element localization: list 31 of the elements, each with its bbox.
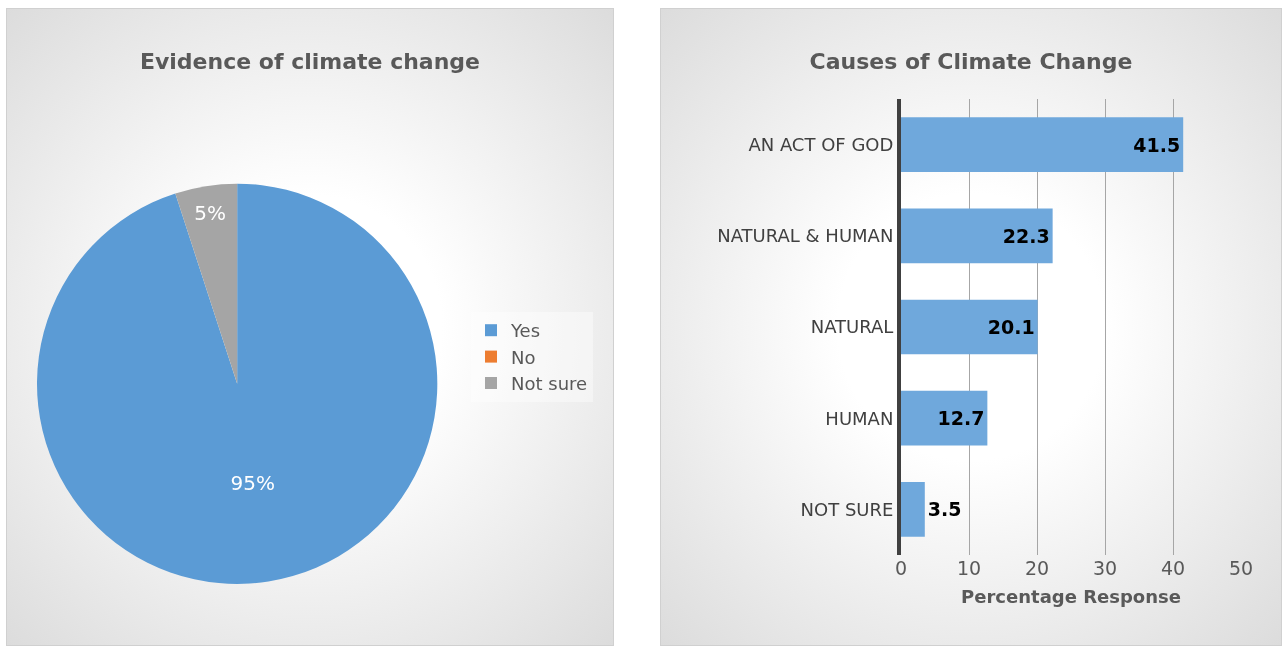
data-label: 20.1 [987,316,1035,338]
x-axis-title: Percentage Response [961,586,1181,608]
bar [901,117,1184,172]
data-label: 5% [194,200,226,225]
data-label: 22.3 [1002,224,1050,247]
y-tick-label: NATURAL [810,316,894,338]
bar [901,482,925,537]
bar [901,299,1038,355]
y-tick-label: NATURAL & HUMAN [717,225,894,247]
legend-label: Yes [510,320,541,342]
legend-label: Not sure [511,373,588,395]
data-label: 12.7 [937,407,985,430]
data-label: 41.5 [1133,133,1181,156]
chart-title: Evidence of climate change [139,48,481,74]
legend-label: No [511,346,536,368]
data-label: 95% [230,470,276,495]
x-tick-label: 0 [894,557,908,579]
y-tick-label: HUMAN [825,407,894,429]
bar [901,208,1053,264]
x-tick-label: 30 [1092,557,1118,579]
pie-slice [175,183,238,384]
y-tick-label: NOT SURE [800,498,894,520]
x-tick-label: 40 [1160,557,1186,579]
pie-slice [37,183,438,584]
x-tick-label: 50 [1228,557,1254,579]
y-tick-label: AN ACT OF GOD [748,133,894,155]
x-tick-label: 10 [956,557,982,579]
chart-title: Causes of Climate Change [809,48,1133,74]
data-label: 3.5 [927,498,962,521]
bar [901,390,988,446]
x-tick-label: 20 [1024,557,1050,579]
